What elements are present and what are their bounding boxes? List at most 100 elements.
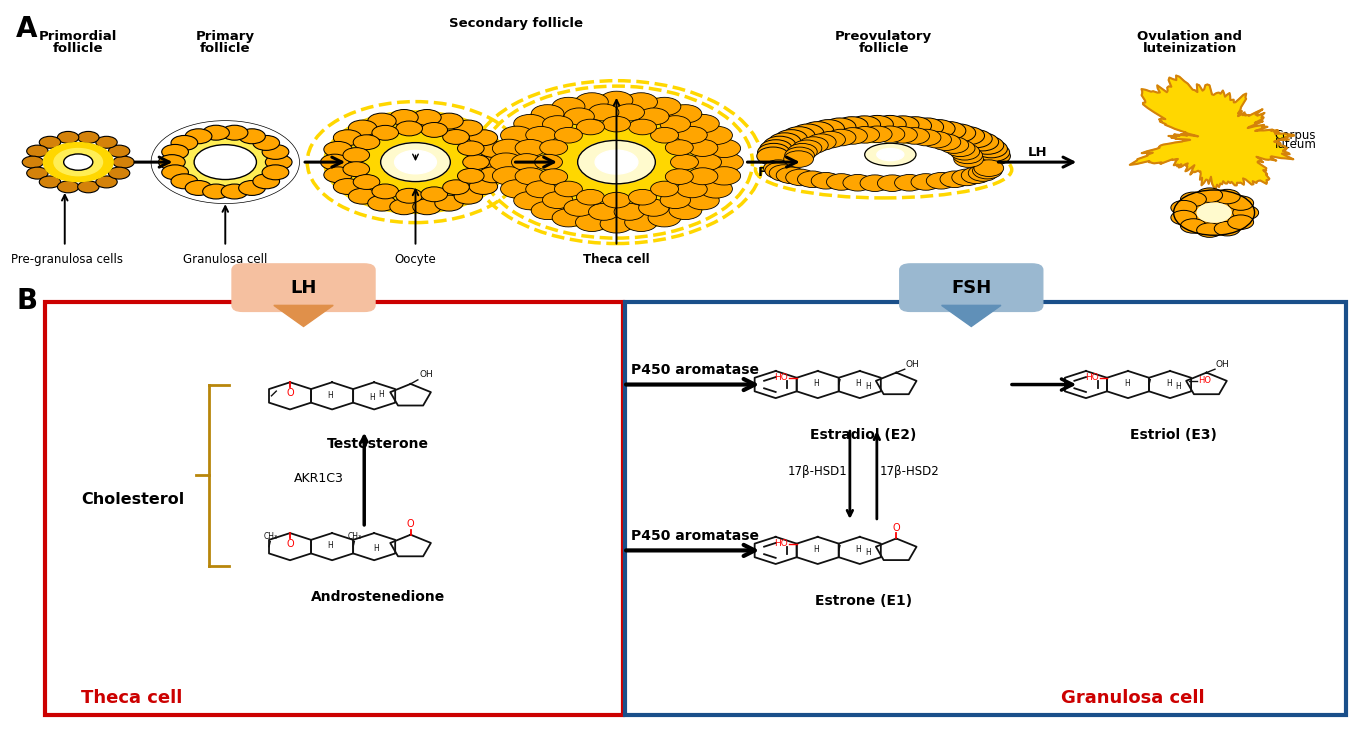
Text: Oocyte: Oocyte xyxy=(395,253,436,266)
Text: O: O xyxy=(407,520,414,529)
Circle shape xyxy=(816,131,846,148)
Circle shape xyxy=(58,131,78,143)
Circle shape xyxy=(540,169,568,185)
Text: H: H xyxy=(379,390,384,399)
Circle shape xyxy=(469,130,498,146)
Circle shape xyxy=(434,195,463,211)
Circle shape xyxy=(500,179,533,198)
Circle shape xyxy=(774,130,807,148)
Circle shape xyxy=(962,167,992,184)
Text: Pre-granulosa cells: Pre-granulosa cells xyxy=(11,253,124,266)
Circle shape xyxy=(495,94,738,230)
Text: OH: OH xyxy=(1215,360,1229,369)
Circle shape xyxy=(911,129,942,146)
Circle shape xyxy=(952,147,982,164)
Circle shape xyxy=(650,127,679,143)
Circle shape xyxy=(874,115,907,133)
Text: HO: HO xyxy=(1198,376,1211,385)
Circle shape xyxy=(911,118,943,136)
Circle shape xyxy=(324,111,507,213)
Circle shape xyxy=(665,169,693,185)
Circle shape xyxy=(576,93,608,111)
Circle shape xyxy=(861,175,890,192)
Circle shape xyxy=(162,145,189,159)
Ellipse shape xyxy=(877,149,904,161)
Circle shape xyxy=(113,156,135,168)
Circle shape xyxy=(900,127,929,144)
Text: 17β-HSD1: 17β-HSD1 xyxy=(788,464,847,478)
Text: follicle: follicle xyxy=(53,42,104,55)
Circle shape xyxy=(78,181,98,193)
Circle shape xyxy=(185,129,212,144)
Text: H: H xyxy=(326,541,333,550)
Text: O: O xyxy=(286,388,294,397)
Text: O: O xyxy=(893,523,900,532)
Circle shape xyxy=(96,136,117,149)
Text: Primordial: Primordial xyxy=(39,30,117,43)
Circle shape xyxy=(776,167,805,184)
Circle shape xyxy=(372,125,398,140)
Circle shape xyxy=(759,139,792,158)
Circle shape xyxy=(827,173,857,190)
Circle shape xyxy=(638,199,669,216)
Circle shape xyxy=(669,105,701,123)
Text: Preovulatory: Preovulatory xyxy=(835,30,932,43)
Circle shape xyxy=(394,150,437,174)
Circle shape xyxy=(526,181,556,198)
Circle shape xyxy=(442,179,469,195)
Circle shape xyxy=(348,188,376,204)
Circle shape xyxy=(221,125,248,140)
Circle shape xyxy=(492,139,525,158)
Text: AKR1C3: AKR1C3 xyxy=(294,472,344,486)
Text: LH: LH xyxy=(290,279,317,296)
Circle shape xyxy=(785,169,815,185)
Circle shape xyxy=(670,155,699,170)
Circle shape xyxy=(39,136,61,149)
Circle shape xyxy=(824,118,857,136)
Circle shape xyxy=(648,97,681,115)
Circle shape xyxy=(838,127,867,144)
Circle shape xyxy=(395,121,422,136)
Text: H: H xyxy=(813,545,819,554)
Circle shape xyxy=(576,213,608,231)
Circle shape xyxy=(801,121,834,139)
Circle shape xyxy=(27,167,49,179)
Circle shape xyxy=(954,151,983,167)
Circle shape xyxy=(576,189,604,205)
Circle shape xyxy=(785,147,815,164)
Circle shape xyxy=(687,115,719,133)
Circle shape xyxy=(96,176,117,188)
Text: Corpus: Corpus xyxy=(1275,129,1317,143)
Circle shape xyxy=(708,167,741,185)
Circle shape xyxy=(687,192,719,210)
Text: luteum: luteum xyxy=(1275,138,1317,152)
Text: H: H xyxy=(368,393,375,402)
Circle shape xyxy=(171,174,198,188)
Text: A: A xyxy=(16,15,38,43)
Circle shape xyxy=(421,122,448,137)
Circle shape xyxy=(455,120,483,136)
Circle shape xyxy=(595,150,638,174)
Circle shape xyxy=(552,209,585,227)
Circle shape xyxy=(812,120,844,138)
Circle shape xyxy=(479,167,507,182)
Circle shape xyxy=(252,136,279,150)
Circle shape xyxy=(63,154,93,170)
Circle shape xyxy=(368,113,397,129)
Circle shape xyxy=(511,154,542,170)
Circle shape xyxy=(940,171,970,188)
Circle shape xyxy=(179,136,271,188)
Circle shape xyxy=(108,167,130,179)
Circle shape xyxy=(482,154,510,170)
Text: Cholesterol: Cholesterol xyxy=(81,492,185,507)
Circle shape xyxy=(792,124,824,142)
Circle shape xyxy=(784,151,813,167)
Circle shape xyxy=(757,147,789,165)
Text: 17β-HSD2: 17β-HSD2 xyxy=(880,464,939,478)
Text: Granulosa cell: Granulosa cell xyxy=(183,253,267,266)
Circle shape xyxy=(455,188,483,204)
Text: H: H xyxy=(855,379,862,388)
Text: H: H xyxy=(1124,379,1129,388)
Text: H: H xyxy=(855,545,862,554)
FancyBboxPatch shape xyxy=(232,264,375,311)
